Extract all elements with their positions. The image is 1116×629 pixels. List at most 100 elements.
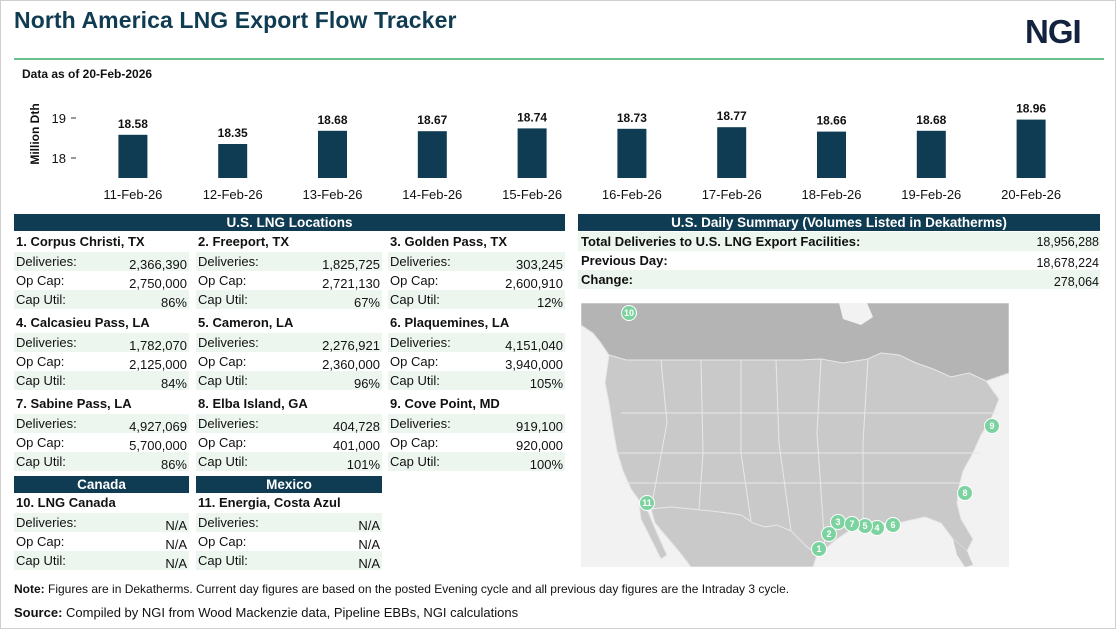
cap-util-row: Cap Util: 12% [388, 290, 565, 310]
footer-note: Note: Figures are in Dekatherms. Current… [14, 582, 789, 596]
location-6: 6. Plaquemines, LA Deliveries: 4,151,040 Op… [388, 313, 565, 391]
location-5: 5. Cameron, LA Deliveries: 2,276,921 Op Cap… [196, 313, 382, 391]
cap-util-label: Cap Util: [390, 373, 440, 388]
marker-number: 5 [862, 521, 867, 531]
location-name: 2. Freeport, TX [198, 234, 290, 249]
terminal-marker-7[interactable]: 7 [844, 516, 860, 532]
op-cap-row: Op Cap: 2,600,910 [388, 271, 565, 291]
cap-util-label: Cap Util: [16, 553, 66, 568]
daily-flow-bar-chart: Million Dth 18 19 18.58 18.35 18.68 18.67 18.… [28, 102, 1061, 202]
x-tick-label: 18-Feb-26 [802, 187, 862, 202]
location-name: 1. Corpus Christi, TX [16, 234, 145, 249]
cap-util-label: Cap Util: [198, 454, 248, 469]
bar-18-Feb-26 [817, 131, 846, 178]
bar-11-Feb-26 [118, 134, 148, 178]
x-tick-label: 12-Feb-26 [203, 187, 263, 202]
cap-util-label: Cap Util: [198, 553, 248, 568]
op-cap-value: 920,000 [516, 438, 563, 453]
cap-util-row: Cap Util: 96% [196, 371, 382, 391]
cap-util-value: 86% [160, 457, 187, 472]
bar-value-label: 18.66 [816, 114, 846, 128]
op-cap-label: Op Cap: [198, 435, 247, 450]
op-cap-value: 2,721,130 [322, 276, 380, 291]
deliveries-label: Deliveries: [198, 335, 259, 350]
deliveries-label: Deliveries: [198, 254, 259, 269]
x-tick-label: 15-Feb-26 [502, 187, 562, 202]
op-cap-row: Op Cap: 2,721,130 [196, 271, 382, 291]
location-name: 3. Golden Pass, TX [390, 234, 508, 249]
location-9: 9. Cove Point, MD Deliveries: 919,100 Op Ca… [388, 394, 565, 472]
canada-header: Canada [14, 476, 189, 493]
bar-value-label: 18.74 [517, 110, 547, 124]
op-cap-row: Op Cap: 2,360,000 [196, 352, 382, 372]
cap-util-row: Cap Util: N/A [196, 551, 382, 571]
as-of-date: Data as of 20-Feb-2026 [22, 67, 153, 81]
op-cap-label: Op Cap: [198, 354, 247, 369]
map-pin-icon [885, 517, 901, 533]
op-cap-label: Op Cap: [390, 435, 439, 450]
op-cap-label: Op Cap: [16, 435, 65, 450]
map-pin-icon [984, 418, 1000, 434]
deliveries-label: Deliveries: [390, 335, 451, 350]
note-text: Figures are in Dekatherms. Current day f… [44, 582, 790, 596]
cap-util-row: Cap Util: 105% [388, 371, 565, 391]
bar-15-Feb-26 [517, 128, 547, 178]
deliveries-label: Deliveries: [16, 416, 77, 431]
location-name: 4. Calcasieu Pass, LA [16, 315, 150, 330]
op-cap-value: 5,700,000 [129, 438, 187, 453]
cap-util-value: 101% [346, 457, 380, 472]
x-tick-label: 17-Feb-26 [702, 187, 762, 202]
terminal-marker-8[interactable]: 8 [957, 485, 973, 501]
deliveries-label: Deliveries: [198, 416, 259, 431]
cap-util-value: 67% [353, 295, 380, 310]
cap-util-value: 84% [160, 376, 187, 391]
cap-util-value: N/A [358, 556, 380, 571]
x-tick-label: 20-Feb-26 [1001, 187, 1061, 202]
deliveries-label: Deliveries: [390, 416, 451, 431]
deliveries-value: 919,100 [516, 419, 563, 434]
cap-util-row: Cap Util: 67% [196, 290, 382, 310]
deliveries-row: Deliveries: 303,245 [388, 252, 565, 272]
bar-17-Feb-26 [717, 127, 747, 178]
terminal-marker-11[interactable]: 11 [639, 495, 655, 511]
op-cap-value: 2,360,000 [322, 357, 380, 372]
terminal-marker-9[interactable]: 9 [984, 418, 1000, 434]
terminal-marker-10[interactable]: 10 [621, 305, 637, 321]
cap-util-label: Cap Util: [16, 454, 66, 469]
map-baja [638, 501, 668, 560]
map-state-lines [615, 358, 999, 550]
bar-value-label: 18.77 [717, 109, 747, 123]
location-name: 9. Cove Point, MD [390, 396, 500, 411]
op-cap-row: Op Cap: 2,125,000 [14, 352, 189, 372]
location-name: 10. LNG Canada [16, 495, 116, 510]
deliveries-value: 303,245 [516, 257, 563, 272]
deliveries-label: Deliveries: [16, 335, 77, 350]
terminal-marker-3[interactable]: 3 [830, 514, 846, 530]
op-cap-row: Op Cap: 920,000 [388, 433, 565, 453]
x-tick-label: 14-Feb-26 [402, 187, 462, 202]
bar-value-label: 18.67 [417, 113, 447, 127]
op-cap-value: 2,750,000 [129, 276, 187, 291]
op-cap-row: Op Cap: 5,700,000 [14, 433, 189, 453]
location-8: 8. Elba Island, GA Deliveries: 404,728 Op C… [196, 394, 382, 472]
deliveries-value: N/A [165, 518, 187, 533]
deliveries-row: Deliveries: 2,276,921 [196, 333, 382, 353]
location-2: 2. Freeport, TX Deliveries: 1,825,725 Op Ca… [196, 232, 382, 310]
terminal-marker-6[interactable]: 6 [885, 517, 901, 533]
op-cap-label: Op Cap: [16, 273, 65, 288]
previous-day-value: 18,678,224 [1036, 256, 1099, 270]
source-text: Compiled by NGI from Wood Mackenzie data… [62, 605, 519, 620]
bar-value-label: 18.58 [118, 117, 148, 131]
op-cap-value: 2,600,910 [505, 276, 563, 291]
change-label: Change: [581, 272, 633, 287]
terminal-marker-1[interactable]: 1 [811, 541, 827, 557]
x-tick-label: 13-Feb-26 [303, 187, 363, 202]
terminal-marker-2[interactable]: 2 [821, 526, 837, 542]
bar-value-label: 18.68 [916, 113, 946, 127]
header-divider [14, 58, 1104, 60]
cap-util-value: 100% [529, 457, 563, 472]
map-pin-icon [639, 495, 655, 511]
op-cap-row: Op Cap: N/A [196, 532, 382, 552]
terminal-marker-5[interactable]: 5 [857, 518, 873, 534]
